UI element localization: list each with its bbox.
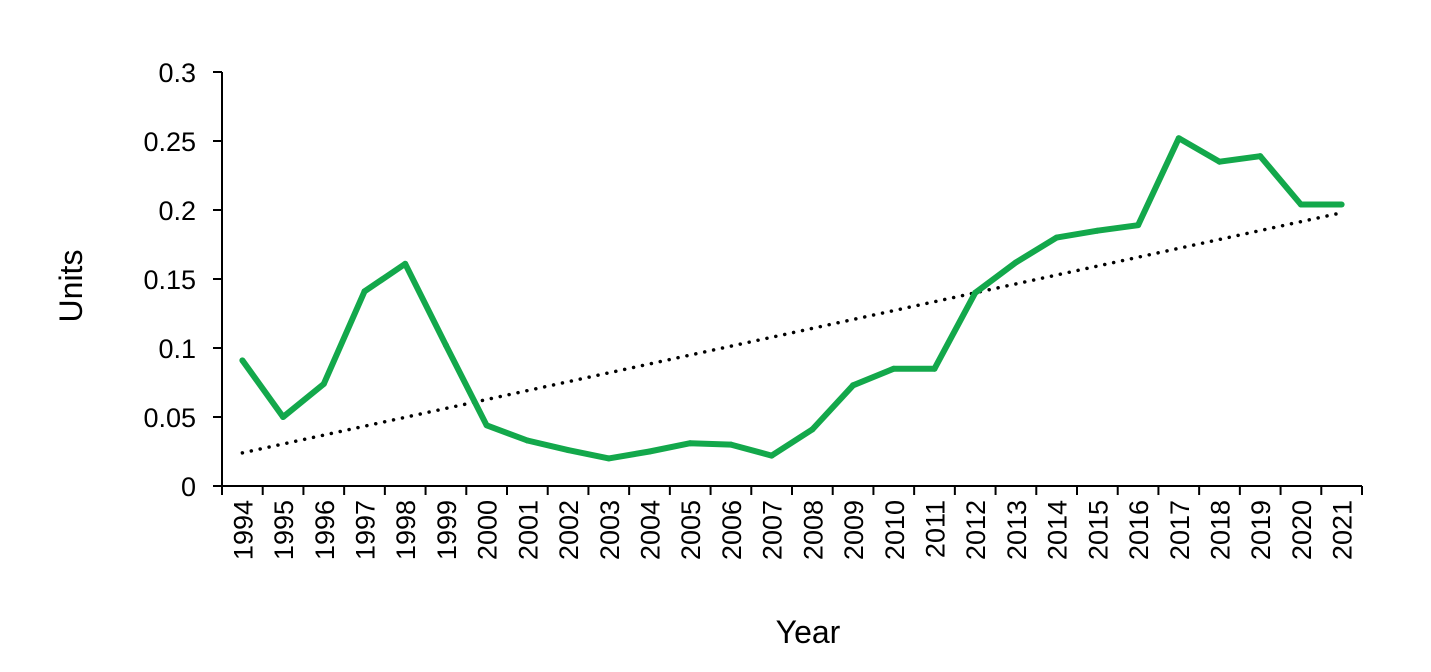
y-tick-label: 0 <box>181 472 196 502</box>
data-point <box>442 342 449 349</box>
x-tick-label: 2020 <box>1287 500 1317 560</box>
x-tick-label: 2010 <box>880 500 910 560</box>
data-point <box>320 380 327 387</box>
x-tick-label: 2015 <box>1083 500 1113 560</box>
plot-area <box>239 135 1345 462</box>
y-tick-label: 0.25 <box>143 127 196 157</box>
x-tick-label: 2000 <box>473 500 503 560</box>
x-tick-label: 2001 <box>513 500 543 560</box>
x-tick-label: 2014 <box>1043 500 1073 560</box>
x-tick-label: 2006 <box>717 500 747 560</box>
y-tick-label: 0.05 <box>143 403 196 433</box>
x-tick-label: 2007 <box>758 500 788 560</box>
x-tick-label: 2021 <box>1328 500 1358 560</box>
data-point <box>809 426 816 433</box>
x-tick-label: 2018 <box>1206 500 1236 560</box>
y-tick-label: 0.15 <box>143 265 196 295</box>
data-point <box>1012 259 1019 266</box>
y-axis: 0 0.05 0.1 0.15 0.2 0.25 0.3 <box>143 58 223 502</box>
data-point <box>280 414 287 420</box>
x-tick-label: 2002 <box>554 500 584 560</box>
x-tick-label: 2017 <box>1165 500 1195 560</box>
data-point <box>402 260 409 267</box>
y-tick-label: 0.3 <box>158 58 196 88</box>
x-tick-label: 2005 <box>676 500 706 560</box>
data-point <box>727 441 734 448</box>
x-axis: 1994 1995 1996 1997 1998 1999 2000 2001 2002 2003… <box>221 485 1363 560</box>
data-point <box>1135 222 1142 229</box>
x-tick-label: 1997 <box>351 500 381 560</box>
x-tick-label: 1999 <box>432 500 462 560</box>
x-tick-label: 2012 <box>961 500 991 560</box>
data-point <box>1216 158 1223 165</box>
trendline <box>240 211 1344 455</box>
data-point <box>972 289 979 296</box>
data-point <box>1175 135 1182 142</box>
x-tick-label: 1996 <box>310 500 340 560</box>
x-tick-label: 2016 <box>1124 500 1154 560</box>
data-point <box>361 288 368 295</box>
y-axis-title: Units <box>53 250 89 323</box>
series-line <box>239 135 1342 462</box>
data-point <box>850 382 857 389</box>
x-tick-label: 2013 <box>1002 500 1032 560</box>
x-axis-title: Year <box>776 614 841 650</box>
y-tick-label: 0.1 <box>158 334 196 364</box>
data-point <box>605 455 612 462</box>
x-tick-label: 2009 <box>839 500 869 560</box>
data-point <box>483 422 490 429</box>
x-tick-label: 2011 <box>921 500 951 558</box>
data-point <box>687 440 694 447</box>
data-point <box>1338 201 1345 208</box>
data-point <box>1257 153 1264 160</box>
data-point <box>768 452 775 459</box>
x-tick-label: 2004 <box>636 500 666 560</box>
x-tick-label: 1995 <box>269 500 299 560</box>
y-tick-label: 0.2 <box>158 196 196 226</box>
x-ticks: 1994 1995 1996 1997 1998 1999 2000 2001 2002 2003… <box>221 486 1363 560</box>
data-point <box>1297 201 1304 208</box>
x-tick-label: 2008 <box>798 500 828 560</box>
data-point <box>524 437 531 444</box>
x-tick-label: 1998 <box>391 500 421 560</box>
y-ticks: 0 0.05 0.1 0.15 0.2 0.25 0.3 <box>143 58 222 502</box>
data-point <box>565 447 572 454</box>
x-tick-label: 1994 <box>228 500 258 560</box>
data-point <box>1053 234 1060 241</box>
data-point <box>1094 227 1101 234</box>
x-tick-label: 2019 <box>1246 500 1276 560</box>
data-point <box>931 365 938 372</box>
data-point <box>646 448 653 455</box>
data-point <box>890 365 897 372</box>
x-tick-label: 2003 <box>595 500 625 560</box>
data-point <box>239 357 246 364</box>
